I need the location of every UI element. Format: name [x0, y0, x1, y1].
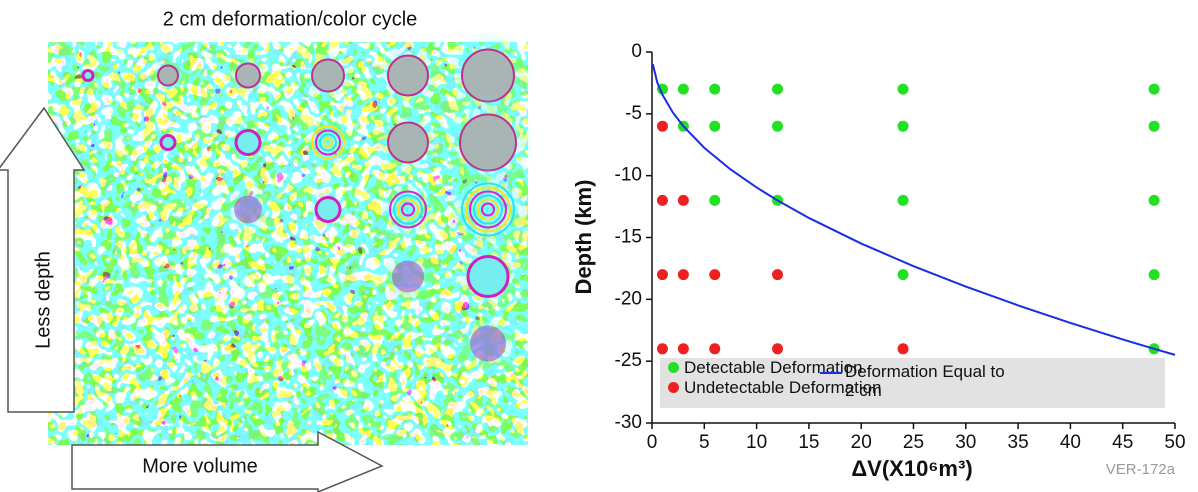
data-point — [1148, 269, 1160, 281]
x-tick-label: 50 — [1164, 432, 1185, 453]
x-tick-label: 25 — [903, 432, 924, 453]
fringe-ring — [393, 194, 423, 225]
fringe-ring — [81, 69, 95, 82]
threshold-line — [651, 63, 1176, 356]
fringe-ring — [323, 137, 333, 148]
fringe-blob — [392, 260, 424, 293]
data-point — [709, 343, 721, 355]
x-tick-label: 20 — [851, 432, 872, 453]
fringe-ring — [389, 190, 427, 229]
y-tick-label: -15 — [615, 227, 642, 248]
data-point — [897, 269, 909, 281]
y-tick-label: -30 — [615, 412, 642, 433]
data-point — [656, 120, 668, 132]
fringe-disc — [235, 62, 261, 89]
x-tick-label: 10 — [746, 432, 767, 453]
fringe-ring — [397, 198, 419, 221]
volume-arrow-label: More volume — [142, 455, 258, 477]
x-tick-label: 0 — [647, 432, 658, 453]
fringe-ring — [319, 133, 337, 152]
y-tick-label: -10 — [615, 165, 642, 186]
fringe-ring — [477, 198, 499, 221]
fringe-halo — [377, 178, 439, 241]
fringe-disc — [461, 48, 515, 103]
legend-marker — [668, 382, 679, 393]
data-point — [897, 83, 909, 95]
fringe-ring — [481, 202, 495, 217]
data-point — [709, 120, 721, 132]
fringe-ring — [466, 255, 510, 298]
fringe-ring — [314, 196, 342, 223]
fringe-disc — [311, 58, 345, 93]
y-axis-label: Depth (km) — [571, 180, 596, 295]
data-point — [1148, 120, 1160, 132]
data-point — [677, 194, 689, 206]
data-point — [772, 120, 784, 132]
depth-arrow-label: Less depth — [32, 251, 54, 349]
data-point — [656, 343, 668, 355]
legend-marker — [820, 372, 842, 374]
data-point — [772, 343, 784, 355]
data-point — [709, 83, 721, 95]
interferogram-grid — [48, 31, 536, 445]
data-point — [677, 343, 689, 355]
fringe-ring — [461, 182, 515, 237]
data-point — [897, 194, 909, 206]
fringe-blob — [234, 195, 262, 224]
data-point — [709, 269, 721, 281]
legend-label: Undetectable Deformation — [684, 378, 882, 397]
fringe-disc — [157, 64, 179, 87]
legend-label: Deformation Equal to 2 cm — [845, 362, 1005, 400]
x-tick-label: 15 — [798, 432, 819, 453]
data-point — [1148, 194, 1160, 206]
x-tick-label: 5 — [699, 432, 710, 453]
fringe-ring — [465, 186, 511, 233]
fringe-halo — [300, 115, 356, 170]
data-point — [656, 269, 668, 281]
legend: Detectable Deformation Undetectable Defor… — [660, 358, 1165, 408]
fringe-ring — [159, 134, 177, 151]
fringe-halo — [443, 165, 533, 254]
fringe-disc — [387, 54, 429, 97]
y-tick-label: -20 — [615, 288, 642, 309]
volume-arrow — [71, 430, 384, 492]
legend-marker — [668, 362, 679, 373]
data-point — [772, 83, 784, 95]
fringe-disc — [387, 121, 429, 164]
fringe-ring — [311, 125, 345, 160]
x-tick-label: 40 — [1060, 432, 1081, 453]
x-tick-label: 30 — [955, 432, 976, 453]
data-point — [772, 269, 784, 281]
depth-arrow — [0, 106, 86, 413]
figure-code: VER-172a — [1106, 461, 1176, 478]
x-tick-label: 45 — [1112, 432, 1133, 453]
fringe-ring — [469, 190, 507, 229]
data-point — [1148, 83, 1160, 95]
data-point — [677, 83, 689, 95]
interferogram-background — [48, 42, 528, 445]
y-tick-label: 0 — [631, 41, 642, 62]
x-tick-label: 35 — [1008, 432, 1029, 453]
fringe-ring — [315, 129, 341, 156]
legend-label: Detectable Deformation — [684, 358, 863, 377]
y-tick-label: -5 — [625, 103, 642, 124]
fringe-disc — [459, 113, 517, 172]
data-point — [656, 194, 668, 206]
image-title: 2 cm deformation/color cycle — [163, 8, 418, 30]
fringe-blob — [470, 325, 506, 362]
y-tick-label: -25 — [615, 350, 642, 371]
data-point — [677, 269, 689, 281]
data-point — [709, 194, 721, 206]
fringe-ring — [401, 202, 415, 217]
data-point — [897, 120, 909, 132]
data-point — [897, 343, 909, 355]
fringe-ring — [473, 194, 503, 225]
fringe-ring — [234, 129, 262, 156]
x-axis-label: ΔV(X10⁶m³) — [851, 456, 972, 481]
